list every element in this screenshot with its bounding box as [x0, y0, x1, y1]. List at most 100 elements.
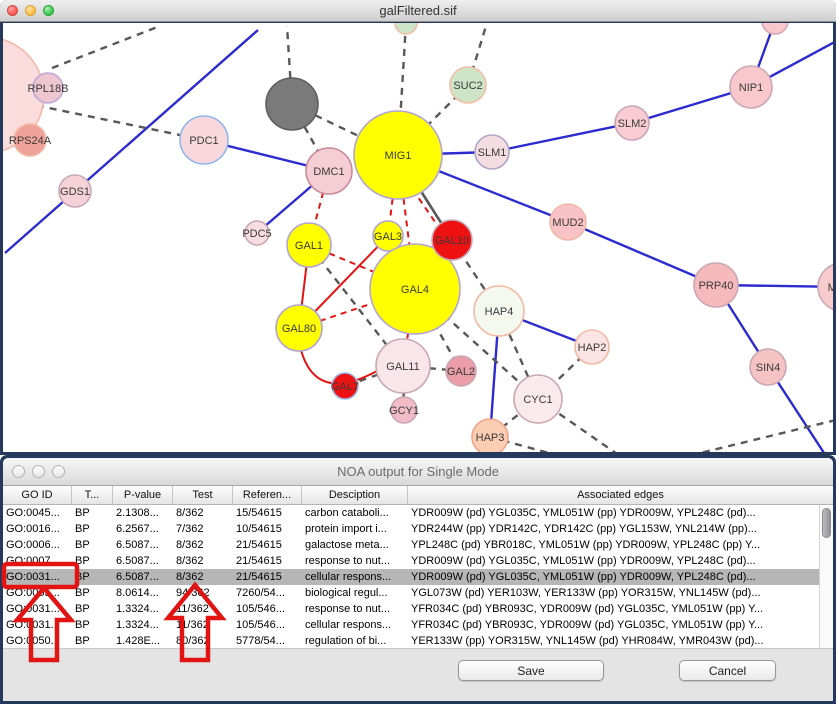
zoom-button[interactable] — [43, 5, 54, 16]
table-row-2[interactable]: GO:0016... BP 6.2567... 7/362 10/54615 protei… — [3, 521, 819, 537]
graph-node-GAL11[interactable] — [375, 338, 431, 394]
noa-window-title: NOA output for Single Mode — [337, 464, 499, 479]
network-canvas[interactable]: RPL18B RPS24A GDS1 PDC1 DMC1 MIG1 SUC2 SLM1 SLM2… — [3, 23, 833, 452]
graph-node-SIN4[interactable] — [749, 348, 787, 386]
table-row-8[interactable]: GO:0031... BP 1.3324... 11/362 105/546... cel… — [3, 617, 819, 633]
column-header-description[interactable]: Desciption — [302, 486, 408, 504]
table-row-3[interactable]: GO:0006... BP 6.5087... 8/362 21/54615 galact… — [3, 537, 819, 553]
close-button[interactable] — [7, 5, 18, 16]
graph-node-GAL2[interactable] — [445, 355, 477, 387]
graph-node-label-MIG1: MIG1 — [385, 150, 412, 162]
graph-node-GAL10[interactable] — [431, 219, 473, 261]
graph-node-PDC5[interactable] — [244, 220, 270, 246]
graph-node-SLM2[interactable] — [614, 105, 650, 141]
graph-node-HAP4[interactable] — [473, 285, 525, 337]
table-row-5[interactable]: GO:0031... BP 6.5087... 8/362 21/54615 cellul… — [3, 569, 819, 585]
cell-p_value: 6.5087... — [116, 571, 159, 583]
close-button-inactive[interactable] — [12, 465, 25, 478]
graph-node-CYC1[interactable] — [513, 374, 563, 424]
graph-edge — [466, 25, 488, 86]
table-row-1[interactable]: GO:0045... BP 2.1308... 8/362 15/54615 carbon… — [3, 505, 819, 521]
graph-node-NIP1[interactable] — [729, 65, 773, 109]
cell-reference: 21/54615 — [236, 539, 282, 551]
minimize-button-inactive[interactable] — [32, 465, 45, 478]
graph-node-label-GAL4: GAL4 — [401, 284, 429, 296]
column-header-go_id[interactable]: GO ID — [3, 486, 72, 504]
graph-node-RPS24A[interactable] — [13, 123, 47, 157]
graph-node-SLM1[interactable] — [474, 134, 510, 170]
table-body: GO:0045... BP 2.1308... 8/362 15/54615 carbon… — [3, 505, 819, 648]
column-header-type[interactable]: T... — [72, 486, 113, 504]
table-row-7[interactable]: GO:0031... BP 1.3324... 11/362 105/546... res… — [3, 601, 819, 617]
graph-node-label-GAL1: GAL1 — [295, 240, 323, 252]
graph-node-PRP40[interactable] — [693, 262, 739, 308]
graph-window-titlebar[interactable]: galFiltered.sif — [0, 0, 836, 22]
cell-p_value: 1.3324... — [116, 603, 159, 615]
table-row-9[interactable]: GO:0050... BP 1.428E... 80/362 5778/54... reg… — [3, 633, 819, 648]
table-scrollbar[interactable] — [819, 505, 833, 648]
cell-p_value: 2.1308... — [116, 507, 159, 519]
graph-node-MSL1[interactable] — [817, 263, 833, 311]
column-header-edges[interactable]: Associated edges — [577, 489, 664, 501]
zoom-button-inactive[interactable] — [52, 465, 65, 478]
cell-test: 94/362 — [176, 587, 210, 599]
column-header-reference[interactable]: Referen... — [233, 486, 302, 504]
minimize-button[interactable] — [25, 5, 36, 16]
graph-node-MUD2[interactable] — [549, 203, 587, 241]
cell-reference: 105/546... — [236, 603, 285, 615]
graph-node-gray-node[interactable] — [265, 77, 319, 131]
graph-node-label-PDC1: PDC1 — [189, 135, 218, 147]
graph-node-label-GAL10: GAL10 — [435, 235, 469, 247]
graph-node-GAL80[interactable] — [275, 304, 323, 352]
cell-p_value: 1.428E... — [116, 635, 161, 647]
cell-description: galactose meta... — [305, 539, 389, 551]
cell-reference: 10/54615 — [236, 523, 282, 535]
cell-type: BP — [75, 555, 90, 567]
graph-window-title: galFiltered.sif — [379, 3, 457, 18]
cell-type: BP — [75, 635, 90, 647]
noa-window-titlebar[interactable]: NOA output for Single Mode — [3, 458, 833, 486]
save-button[interactable]: Save — [458, 660, 604, 681]
cell-description: protein import i... — [305, 523, 387, 535]
cancel-button[interactable]: Cancel — [679, 660, 776, 681]
graph-node-GAL4[interactable] — [369, 243, 461, 335]
graph-node-GAL3[interactable] — [372, 220, 404, 252]
graph-node-label-GDS1: GDS1 — [60, 186, 90, 198]
cell-test: 8/362 — [176, 555, 204, 567]
cell-type: BP — [75, 587, 90, 599]
cell-go_id: GO:0031... — [6, 571, 60, 583]
noa-window-content: NOA output for Single Mode GO ID T... P-va… — [3, 458, 833, 701]
graph-node-SUC2[interactable] — [449, 66, 487, 104]
network-graph[interactable]: RPL18B RPS24A GDS1 PDC1 DMC1 MIG1 SUC2 SLM1 SLM2… — [3, 23, 833, 452]
go-term-table: GO ID T... P-value Test Referen... Desciption… — [3, 486, 833, 649]
graph-node-top-green-node[interactable] — [394, 23, 418, 35]
cell-edges: YGL073W (pd) YER103W, YER133W (pp) YOR31… — [411, 587, 761, 599]
graph-node-GAL1[interactable] — [286, 222, 332, 268]
graph-node-DMC1[interactable] — [305, 147, 353, 195]
graph-node-HAP2[interactable] — [574, 329, 610, 365]
table-row-4[interactable]: GO:0007... BP 6.5087... 8/362 21/54615 respon… — [3, 553, 819, 569]
graph-node-label-SLM2: SLM2 — [618, 118, 647, 130]
graph-node-label-RPL18B: RPL18B — [28, 83, 69, 95]
graph-node-HAP3[interactable] — [471, 418, 509, 452]
graph-node-top-pink-node[interactable] — [761, 23, 789, 35]
graph-node-GDS1[interactable] — [58, 174, 92, 208]
graph-edge — [489, 398, 539, 438]
table-row-6[interactable]: GO:0065... BP 8.0614... 94/362 7260/54... bio… — [3, 585, 819, 601]
column-header-p_value[interactable]: P-value — [113, 486, 173, 504]
cell-edges: YDR244W (pp) YDR142C, YDR142C (pp) YGL15… — [411, 523, 757, 535]
graph-node-label-PDC5: PDC5 — [242, 228, 271, 240]
graph-node-MIG1[interactable] — [353, 110, 443, 200]
cell-edges: YER133W (pp) YOR315W, YNL145W (pd) YHR08… — [411, 635, 764, 647]
cell-go_id: GO:0050... — [6, 635, 60, 647]
graph-node-label-GAL11: GAL11 — [386, 361, 419, 373]
cell-type: BP — [75, 507, 90, 519]
graph-node-PDC1[interactable] — [179, 115, 229, 165]
scrollbar-thumb[interactable] — [822, 508, 831, 538]
graph-node-GAL7[interactable] — [331, 372, 359, 400]
graph-node-RPL18B[interactable] — [32, 72, 64, 104]
table-header-row: GO ID T... P-value Test Referen... Desciption… — [3, 486, 833, 505]
cell-go_id: GO:0016... — [6, 523, 60, 535]
graph-node-GCY1[interactable] — [390, 396, 418, 424]
column-header-test[interactable]: Test — [173, 486, 233, 504]
